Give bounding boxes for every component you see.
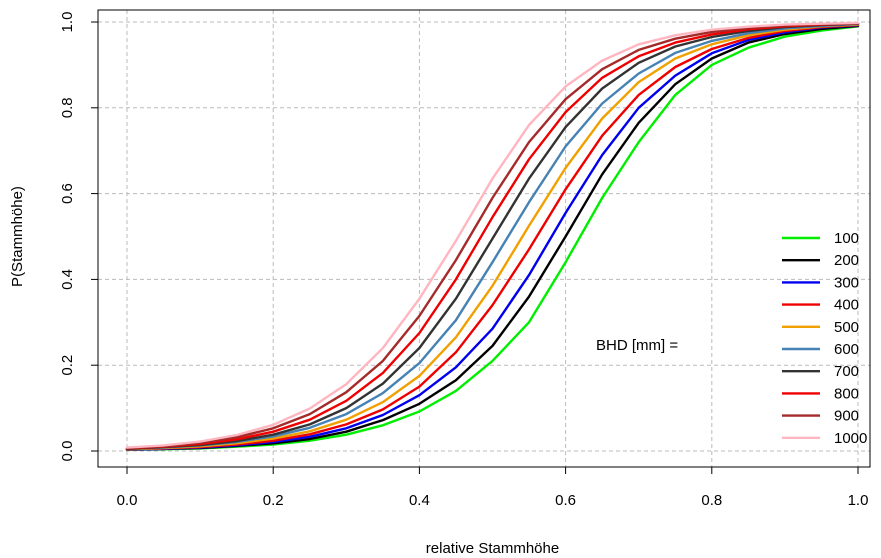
legend-label-900: 900: [834, 408, 859, 425]
x-tick-label: 0.2: [263, 492, 284, 509]
y-tick-label: 0.8: [59, 97, 76, 118]
series-line-500: [125, 23, 860, 451]
legend-label-400: 400: [834, 297, 859, 314]
legend-label-100: 100: [834, 230, 859, 247]
legend-label-700: 700: [834, 363, 859, 380]
x-tick-label: 1.0: [848, 492, 869, 509]
legend-label-300: 300: [834, 274, 859, 291]
x-tick-label: 0.8: [701, 492, 722, 509]
y-tick-label: 1.0: [59, 12, 76, 33]
y-tick-label: 0.2: [59, 355, 76, 376]
y-tick-label: 0.0: [59, 441, 76, 462]
x-tick-label: 0.4: [409, 492, 430, 509]
y-tick-label: 0.4: [59, 269, 76, 290]
x-axis: 0.0 0.2 0.4 0.6 0.8 1.0: [117, 466, 869, 509]
y-axis-title: P(Stammhöhe): [9, 186, 26, 287]
plot-frame: [97, 9, 871, 468]
x-tick-label: 0.6: [555, 492, 576, 509]
series-line-900: [125, 22, 860, 450]
legend-label-1000: 1000: [834, 430, 867, 447]
series-line-400: [125, 23, 860, 451]
y-tick-label: 0.6: [59, 183, 76, 204]
series-layer: [125, 21, 860, 451]
legend-label-500: 500: [834, 319, 859, 336]
y-axis: 0.0 0.2 0.4 0.6 0.8 1.0: [59, 12, 99, 462]
legend-label-600: 600: [834, 341, 859, 358]
series-line-1000: [125, 21, 860, 449]
series-line-800: [125, 22, 860, 450]
grid: [98, 10, 870, 467]
legend: 100 200 300 400 500 600 700 800 900 1000: [782, 230, 867, 447]
x-axis-title: relative Stammhöhe: [426, 540, 559, 557]
legend-label-800: 800: [834, 385, 859, 402]
legend-label-200: 200: [834, 252, 859, 269]
series-line-700: [125, 22, 860, 451]
legend-annotation: BHD [mm] =: [596, 337, 678, 354]
x-tick-label: 0.0: [117, 492, 138, 509]
